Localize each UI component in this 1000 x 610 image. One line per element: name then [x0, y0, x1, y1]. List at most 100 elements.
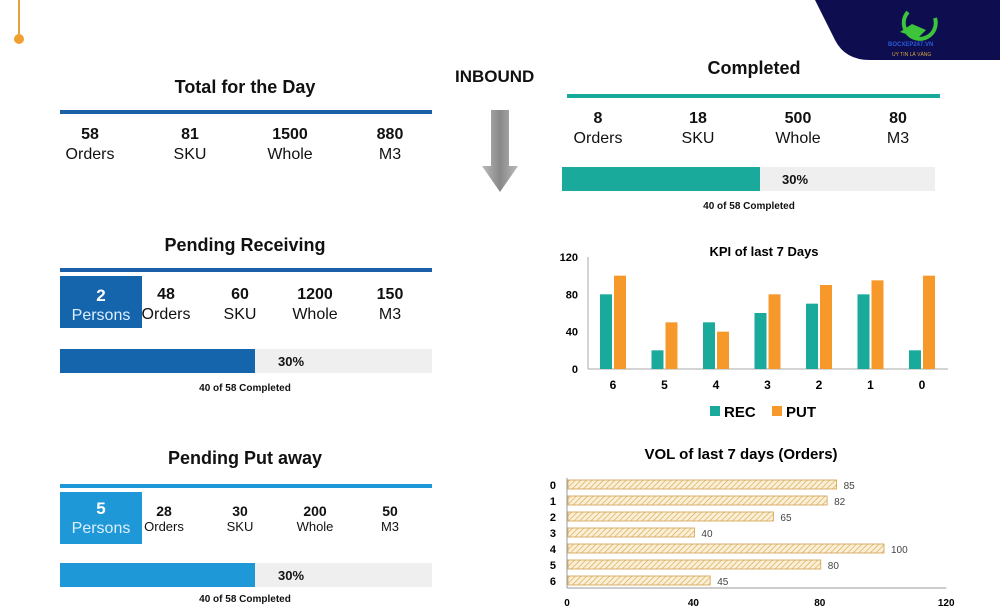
stat-value: 81 — [181, 126, 199, 143]
stat-value: 500 — [784, 110, 812, 127]
legend-swatch — [710, 406, 720, 416]
bar-rec — [857, 294, 870, 369]
bar — [567, 479, 838, 490]
arrow-down-icon — [482, 110, 518, 192]
stat-value: 48 — [157, 286, 175, 303]
data-label: 45 — [717, 577, 729, 588]
y-tick-label: 1 — [550, 496, 556, 508]
stat-value: 880 — [376, 126, 404, 143]
stat-label: M3 — [886, 130, 910, 147]
stat-value: 150 — [376, 286, 404, 303]
inbound-label: INBOUND — [455, 67, 535, 86]
stat-label: Orders — [573, 130, 623, 147]
y-tick-label: 40 — [566, 327, 578, 339]
y-tick-label: 4 — [550, 544, 557, 556]
legend-label: REC — [724, 404, 756, 421]
completed-m3: 80 M3 — [848, 109, 948, 149]
stat-label: SKU — [173, 146, 207, 163]
total-divider — [60, 110, 432, 114]
data-label: 100 — [891, 545, 908, 556]
y-tick-label: 6 — [550, 576, 556, 588]
total-whole: 1500 Whole — [240, 125, 340, 165]
legend-label: PUT — [786, 404, 816, 421]
bar-rec — [806, 303, 818, 369]
stat-value: 60 — [231, 286, 249, 303]
logo-brand: BOCXEP247.VN — [888, 42, 934, 48]
stat-value: 50 — [382, 503, 398, 519]
chart-title: KPI of last 7 Days — [709, 244, 818, 259]
timeline-dot — [14, 34, 24, 44]
stat-label: Whole — [292, 306, 338, 323]
y-tick-label: 3 — [550, 528, 556, 540]
y-tick-label: 2 — [550, 512, 556, 524]
bar-put — [768, 294, 781, 369]
progress-label: 30% — [782, 172, 809, 187]
receiving-m3: 150 M3 — [340, 285, 440, 325]
completed-whole: 500 Whole — [748, 109, 848, 149]
data-label: 80 — [828, 561, 840, 572]
receiving-caption: 40 of 58 Completed — [199, 383, 291, 394]
receiving-progress-bar: 30% — [60, 349, 432, 373]
putaway-title: Pending Put away — [167, 448, 323, 468]
legend-swatch — [772, 406, 782, 416]
x-tick-label: 3 — [764, 378, 771, 392]
stat-value: 18 — [689, 110, 707, 127]
x-tick-label: 1 — [867, 378, 874, 392]
putaway-whole: 200 Whole — [265, 503, 365, 535]
progress-fill — [562, 167, 760, 191]
progress-fill — [60, 563, 255, 587]
y-tick-label: 0 — [550, 480, 556, 492]
stat-label: SKU — [223, 306, 257, 323]
receiving-whole: 1200 Whole — [265, 285, 365, 325]
stat-label: SKU — [226, 519, 254, 534]
data-label: 40 — [701, 529, 713, 540]
bar-put — [665, 322, 678, 369]
stat-value: 58 — [81, 126, 99, 143]
logo-slogan: UY TIN LÀ VÀNG — [892, 52, 932, 58]
y-tick-label: 120 — [560, 252, 578, 264]
data-label: 65 — [780, 513, 792, 524]
y-tick-label: 0 — [572, 364, 578, 376]
y-tick-label: 80 — [566, 289, 578, 301]
total-title: Total for the Day — [174, 77, 316, 97]
bar — [567, 575, 711, 586]
putaway-divider — [60, 484, 432, 488]
stat-label: Orders — [141, 306, 191, 323]
receiving-title: Pending Receiving — [164, 235, 326, 255]
bar — [567, 495, 828, 506]
bar-rec — [600, 294, 612, 369]
bar-put — [923, 275, 935, 369]
completed-caption: 40 of 58 Completed — [703, 201, 795, 212]
stat-label: Whole — [296, 519, 334, 534]
progress-fill — [60, 349, 255, 373]
receiving-orders: 48 Orders — [116, 285, 216, 325]
putaway-persons: 5 Persons — [60, 492, 142, 544]
completed-title: Completed — [707, 58, 801, 78]
bar-rec — [651, 350, 664, 369]
receiving-divider — [60, 268, 432, 272]
bar-rec — [909, 350, 921, 369]
putaway-progress-bar: 30% — [60, 563, 432, 587]
completed-divider — [567, 94, 940, 98]
vol-chart: VOL of last 7 days (Orders)0 851 822 653 404… — [550, 446, 955, 609]
stat-value: 200 — [303, 503, 327, 519]
stat-label: M3 — [380, 519, 400, 534]
total-orders: 58 Orders — [40, 125, 140, 165]
chart-title: VOL of last 7 days (Orders) — [644, 446, 837, 463]
completed-progress-bar: 30% — [562, 167, 935, 191]
stat-label: M3 — [378, 306, 402, 323]
timeline-line — [18, 0, 20, 38]
receiving-sku: 60 SKU — [190, 285, 290, 325]
stat-value: 28 — [156, 503, 172, 519]
putaway-m3: 50 M3 — [340, 503, 440, 535]
y-tick-label: 5 — [550, 560, 556, 572]
bar-rec — [703, 322, 715, 369]
stat-value: 80 — [889, 110, 907, 127]
bar-put — [871, 280, 884, 369]
bar — [567, 527, 695, 538]
stat-value: 8 — [593, 110, 603, 127]
completed-orders: 8 Orders — [548, 109, 648, 149]
x-tick-label: 0 — [919, 378, 926, 392]
x-tick-label: 5 — [661, 378, 668, 392]
bar — [567, 511, 774, 522]
